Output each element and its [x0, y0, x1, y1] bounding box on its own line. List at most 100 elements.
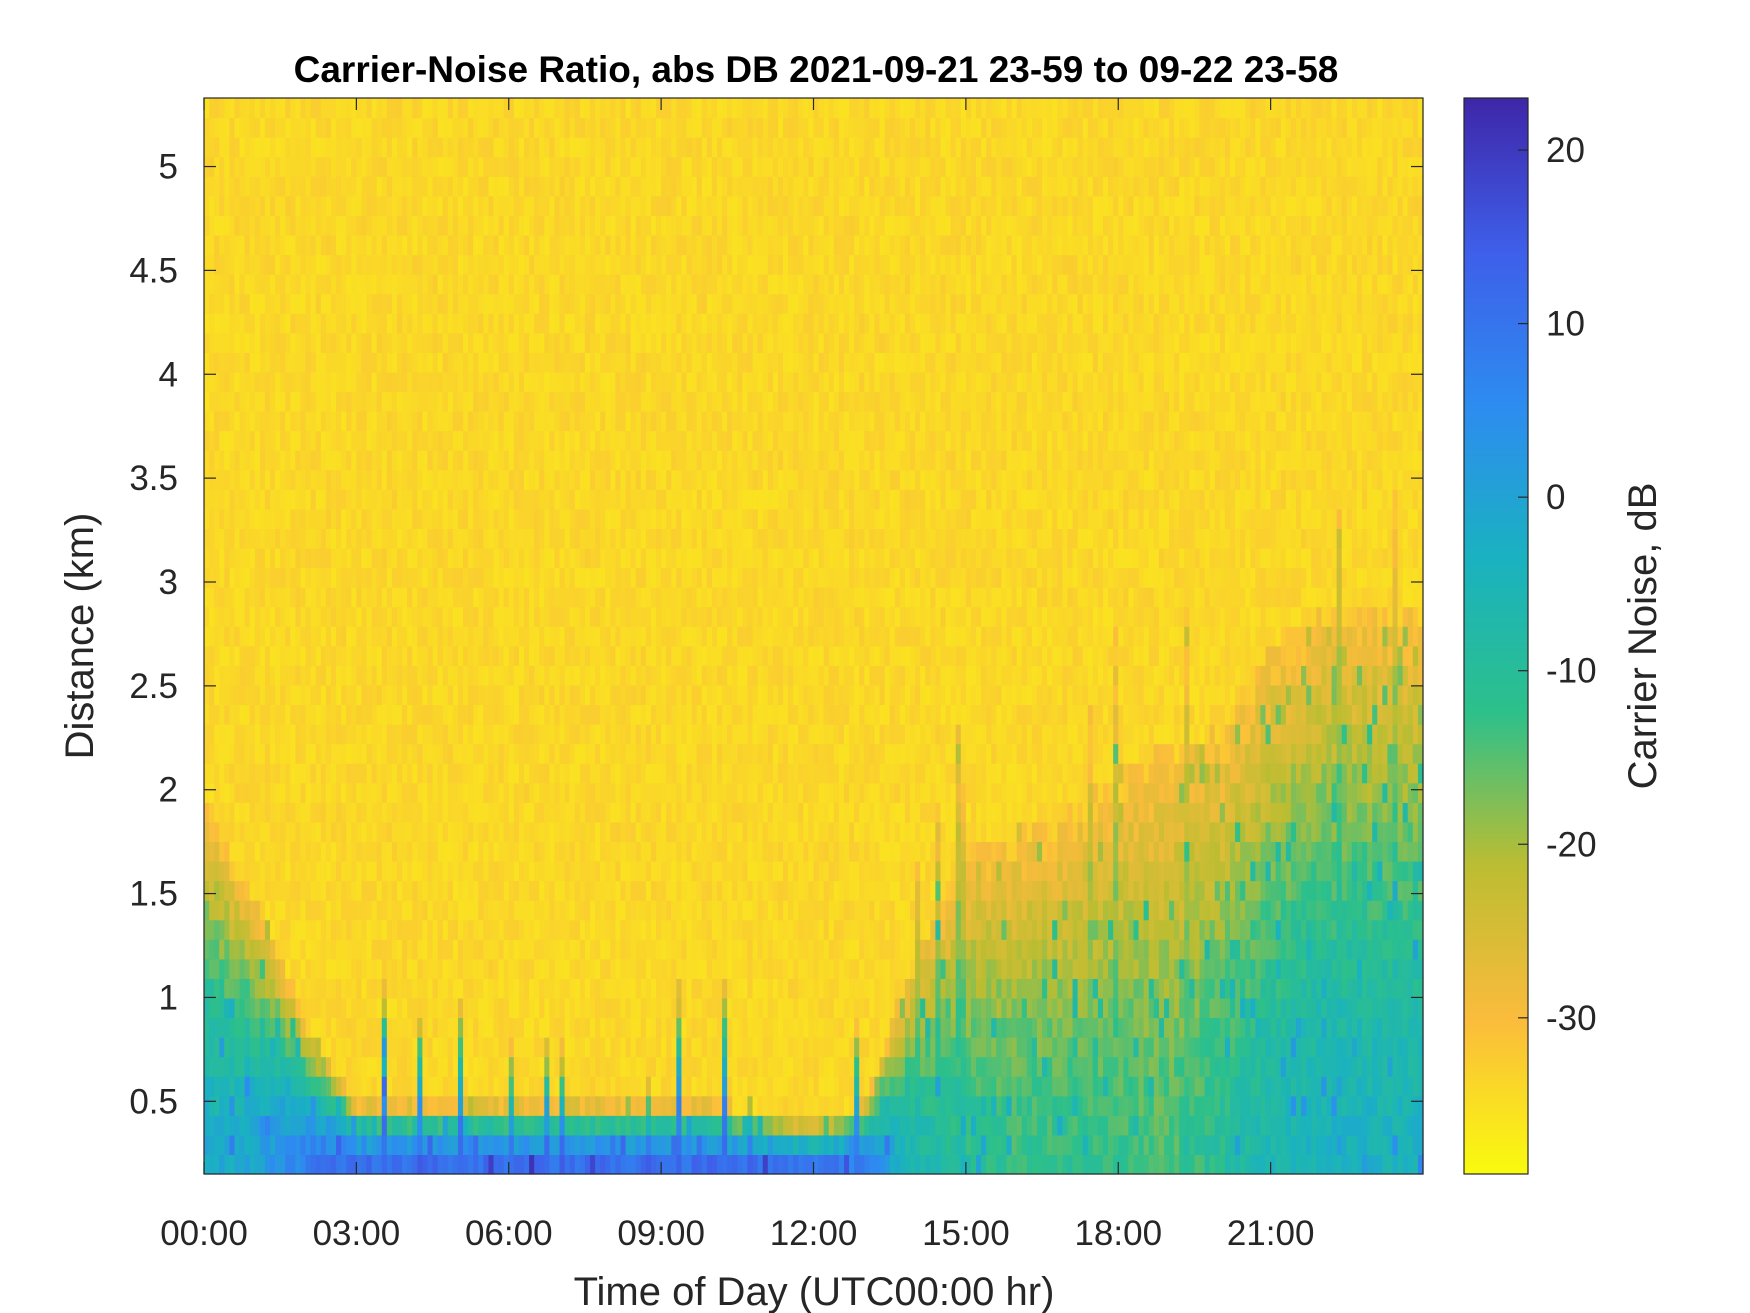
heatmap-cell: [249, 332, 256, 353]
heatmap-cell: [564, 665, 571, 686]
heatmap-cell: [422, 900, 429, 921]
heatmap-cell: [493, 137, 500, 158]
heatmap-cell: [214, 352, 220, 373]
heatmap-cell: [229, 528, 236, 549]
heatmap-cell: [397, 704, 403, 725]
heatmap-cell: [468, 665, 474, 686]
heatmap-cell: [534, 1017, 540, 1038]
heatmap-cell: [615, 821, 622, 843]
heatmap-cell: [559, 430, 566, 451]
heatmap-cell: [457, 293, 464, 314]
heatmap-cell: [239, 117, 246, 138]
heatmap-cell: [503, 724, 510, 745]
heatmap-cell: [498, 606, 505, 627]
heatmap-cell: [595, 587, 601, 608]
heatmap-cell: [437, 606, 444, 627]
heatmap-cell: [407, 195, 413, 216]
heatmap-cell: [346, 411, 352, 432]
heatmap-cell: [656, 411, 662, 432]
heatmap-cell: [407, 411, 413, 432]
heatmap-cell: [488, 469, 495, 490]
heatmap-cell: [325, 137, 332, 158]
heatmap-cell: [595, 704, 601, 725]
heatmap-cell: [534, 234, 540, 256]
heatmap-cell: [579, 156, 586, 177]
heatmap-cell: [397, 469, 403, 490]
heatmap-cell: [407, 978, 413, 999]
heatmap-cell: [371, 195, 378, 216]
heatmap-cell: [564, 254, 571, 275]
heatmap-cell: [661, 626, 667, 647]
heatmap-cell: [549, 117, 556, 138]
heatmap-cell: [508, 821, 515, 843]
heatmap-cell: [234, 900, 241, 921]
heatmap-cell: [325, 665, 332, 686]
heatmap-cell: [244, 1154, 251, 1175]
heatmap-cell: [219, 880, 225, 901]
heatmap-cell: [503, 978, 510, 999]
heatmap-cell: [219, 860, 225, 882]
heatmap-cell: [300, 1076, 307, 1097]
heatmap-cell: [270, 860, 276, 882]
heatmap-cell: [569, 1115, 576, 1136]
heatmap-cell: [625, 547, 632, 569]
heatmap-cell: [214, 567, 220, 588]
heatmap-cell: [376, 860, 383, 882]
heatmap-cell: [635, 489, 642, 510]
heatmap-cell: [569, 1095, 576, 1116]
heatmap-cell: [620, 958, 627, 979]
heatmap-cell: [356, 567, 363, 588]
heatmap-cell: [503, 391, 510, 412]
heatmap-cell: [422, 313, 429, 334]
heatmap-cell: [590, 763, 596, 784]
heatmap-cell: [305, 528, 312, 549]
heatmap-cell: [244, 450, 251, 471]
heatmap-cell: [427, 1076, 434, 1097]
heatmap-cell: [280, 234, 286, 256]
heatmap-cell: [224, 411, 230, 432]
heatmap-cell: [290, 645, 297, 666]
heatmap-cell: [473, 626, 479, 647]
heatmap-cell: [305, 508, 312, 529]
heatmap-cell: [544, 332, 550, 353]
heatmap-cell: [346, 860, 352, 882]
heatmap-cell: [249, 919, 256, 940]
heatmap-cell: [645, 547, 652, 569]
heatmap-cell: [468, 332, 474, 353]
heatmap-cell: [605, 763, 611, 784]
heatmap-cell: [381, 841, 388, 862]
heatmap-cell: [518, 587, 525, 608]
heatmap-cell: [554, 958, 561, 979]
heatmap-cell: [645, 332, 652, 353]
heatmap-cell: [391, 1056, 398, 1077]
heatmap-cell: [610, 763, 617, 784]
heatmap-cell: [544, 997, 550, 1019]
heatmap-cell: [590, 137, 596, 158]
heatmap-cell: [427, 332, 434, 353]
heatmap-cell: [315, 156, 322, 177]
heatmap-cell: [254, 860, 261, 882]
heatmap-cell: [320, 665, 327, 686]
heatmap-cell: [366, 1037, 373, 1058]
heatmap-cell: [544, 293, 550, 314]
heatmap-cell: [442, 234, 449, 256]
heatmap-cell: [529, 176, 535, 197]
heatmap-cell: [539, 371, 545, 393]
heatmap-cell: [600, 489, 606, 510]
heatmap-cell: [432, 1115, 439, 1136]
heatmap-cell: [330, 469, 337, 490]
heatmap-cell: [320, 626, 327, 647]
heatmap-cell: [630, 1037, 637, 1058]
heatmap-cell: [249, 274, 256, 295]
heatmap-cell: [259, 587, 266, 608]
heatmap-cell: [605, 821, 611, 843]
heatmap-cell: [361, 411, 368, 432]
heatmap-cell: [564, 704, 571, 725]
heatmap-cell: [325, 626, 332, 647]
heatmap-cell: [204, 567, 210, 588]
heatmap-cell: [386, 1037, 393, 1058]
heatmap-cell: [356, 724, 363, 745]
heatmap-cell: [417, 782, 424, 803]
heatmap-cell: [656, 919, 662, 940]
heatmap-cell: [351, 704, 357, 725]
